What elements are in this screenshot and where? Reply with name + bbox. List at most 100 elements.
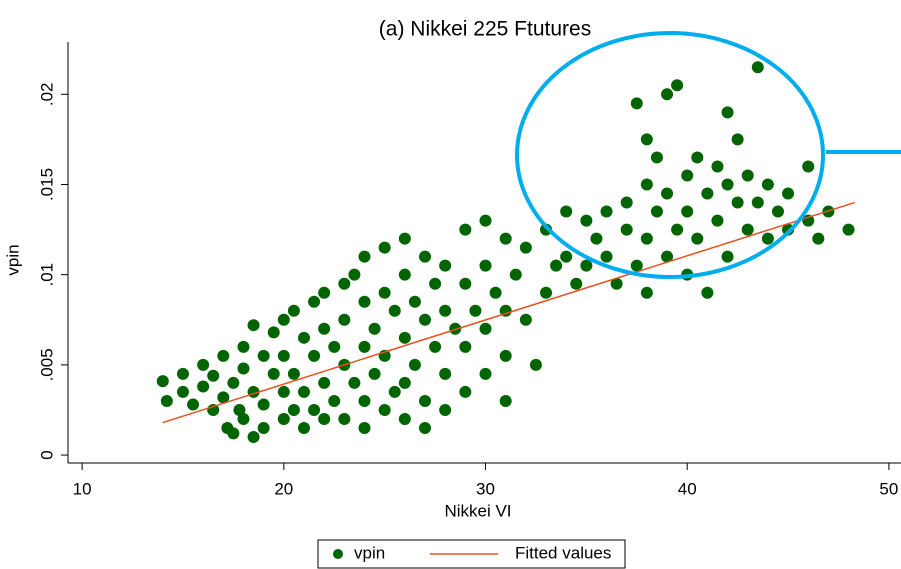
scatter-point [439, 403, 452, 416]
scatter-point [419, 394, 431, 407]
scatter-point [338, 313, 351, 326]
scatter-point [731, 133, 744, 146]
scatter-point [237, 412, 250, 425]
scatter-point [469, 304, 482, 317]
scatter-point [731, 196, 744, 209]
scatter-point [509, 268, 522, 281]
y-tick-label: .005 [37, 348, 56, 381]
y-tick-label: .015 [37, 168, 56, 201]
scatter-point [479, 322, 492, 335]
y-tick-label: .01 [37, 263, 56, 287]
scatter-point [328, 394, 341, 407]
scatter-point [711, 214, 724, 227]
scatter-point [308, 295, 321, 308]
scatter-point [358, 394, 371, 407]
scatter-point [197, 358, 210, 371]
scatter-point [701, 286, 714, 299]
scatter-point [459, 385, 472, 398]
scatter-point [701, 187, 714, 200]
scatter-point [176, 385, 189, 398]
highlight-ellipse [515, 31, 825, 279]
x-tick-label: 20 [274, 479, 293, 498]
y-tick-label: .02 [37, 82, 56, 106]
scatter-point [308, 349, 321, 362]
x-tick-label: 10 [73, 479, 92, 498]
scatter-point [398, 376, 411, 389]
scatter-point [671, 79, 684, 92]
scatter-point [741, 223, 754, 236]
scatter-point [459, 340, 472, 353]
scatter-point [751, 196, 764, 209]
scatter-point [287, 403, 300, 416]
scatter-point [378, 286, 391, 299]
scatter-point [277, 412, 290, 425]
scatter-point [600, 205, 613, 218]
scatter-point [338, 277, 351, 290]
scatter-point [257, 349, 270, 362]
scatter-point [368, 367, 381, 380]
scatter-point [338, 412, 351, 425]
scatter-point [398, 268, 411, 281]
scatter-point [233, 403, 246, 416]
scatter-point [691, 151, 704, 164]
scatter-point [358, 340, 371, 353]
scatter-point [267, 326, 280, 339]
scatter-point [308, 403, 321, 416]
fitted-line [162, 201, 855, 424]
scatter-point [529, 358, 542, 371]
scatter-point [227, 376, 240, 389]
scatter-point [429, 277, 442, 290]
scatter-point [661, 250, 674, 263]
x-tick-label: 40 [678, 479, 697, 498]
scatter-point [267, 367, 280, 380]
scatter-point [217, 391, 230, 404]
scatter-point [640, 232, 653, 245]
scatter-point [398, 331, 411, 344]
scatter-point [600, 250, 613, 263]
scatter-point [610, 277, 623, 290]
scatter-point [348, 268, 361, 281]
scatter-point [671, 223, 684, 236]
scatter-point [247, 431, 260, 444]
scatter-point [479, 214, 492, 227]
scatter-point [237, 362, 250, 375]
scatter-point [550, 259, 563, 272]
scatter-point [499, 349, 512, 362]
scatter-point [540, 223, 553, 236]
scatter-point [479, 367, 492, 380]
scatter-point [297, 331, 310, 344]
scatter-point [540, 286, 553, 299]
scatter-point [439, 304, 452, 317]
scatter-point [328, 340, 341, 353]
scatter-point [429, 340, 442, 353]
scatter-point [277, 313, 290, 326]
scatter-point [398, 232, 411, 245]
scatter-point [580, 214, 593, 227]
scatter-point [247, 319, 260, 332]
scatter-point [297, 422, 310, 435]
scatter-point [620, 223, 633, 236]
scatter-point [681, 205, 694, 218]
scatter-point [318, 412, 331, 425]
legend-marker [333, 549, 343, 559]
y-axis-label: vpin [3, 244, 22, 275]
scatter-point [459, 223, 472, 236]
scatter-point [439, 259, 452, 272]
chart-title: (a) Nikkei 225 Ftutures [379, 18, 591, 41]
scatter-point [499, 232, 512, 245]
scatter-point [160, 394, 173, 407]
scatter-point [560, 250, 573, 263]
scatter-point [358, 295, 371, 308]
scatter-point [741, 169, 754, 182]
scatter-point [287, 367, 300, 380]
scatter-point [499, 394, 512, 407]
scatter-point [388, 385, 401, 398]
scatter-point [590, 232, 603, 245]
scatter-point [630, 97, 643, 110]
scatter-point [398, 412, 411, 425]
scatter-point [419, 250, 431, 263]
legend: vpin Fitted values [333, 543, 611, 562]
x-axis-label: Nikkei VI [444, 501, 511, 520]
scatter-point [419, 422, 431, 435]
